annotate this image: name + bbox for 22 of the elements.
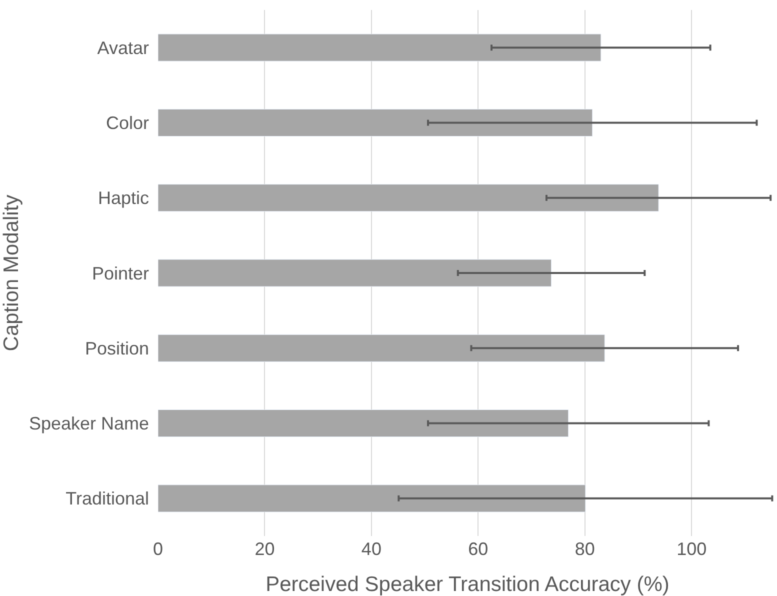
y-tick-label: Haptic <box>98 188 149 208</box>
y-tick-label: Position <box>84 338 149 358</box>
x-axis-title: Perceived Speaker Transition Accuracy (%) <box>266 573 670 596</box>
x-tick-label: 20 <box>254 539 275 559</box>
bar <box>158 184 659 212</box>
bar <box>158 34 602 62</box>
bar <box>158 410 569 438</box>
bar <box>158 108 593 136</box>
x-tick-label: 60 <box>468 539 488 559</box>
x-tick-label: 100 <box>676 539 707 559</box>
y-tick-label: Color <box>106 113 150 134</box>
x-tick-label: 40 <box>361 539 382 559</box>
y-tick-label: Pointer <box>92 263 149 284</box>
bar <box>158 259 552 287</box>
bar <box>158 334 605 362</box>
x-tick-label: 80 <box>574 539 595 559</box>
y-tick-label: Traditional <box>66 488 149 509</box>
y-tick-label: Avatar <box>97 38 149 58</box>
x-tick-label: 0 <box>152 539 164 559</box>
y-tick-label: Speaker Name <box>28 414 149 434</box>
y-axis-title: Caption Modality <box>0 194 23 352</box>
bar <box>158 484 586 512</box>
